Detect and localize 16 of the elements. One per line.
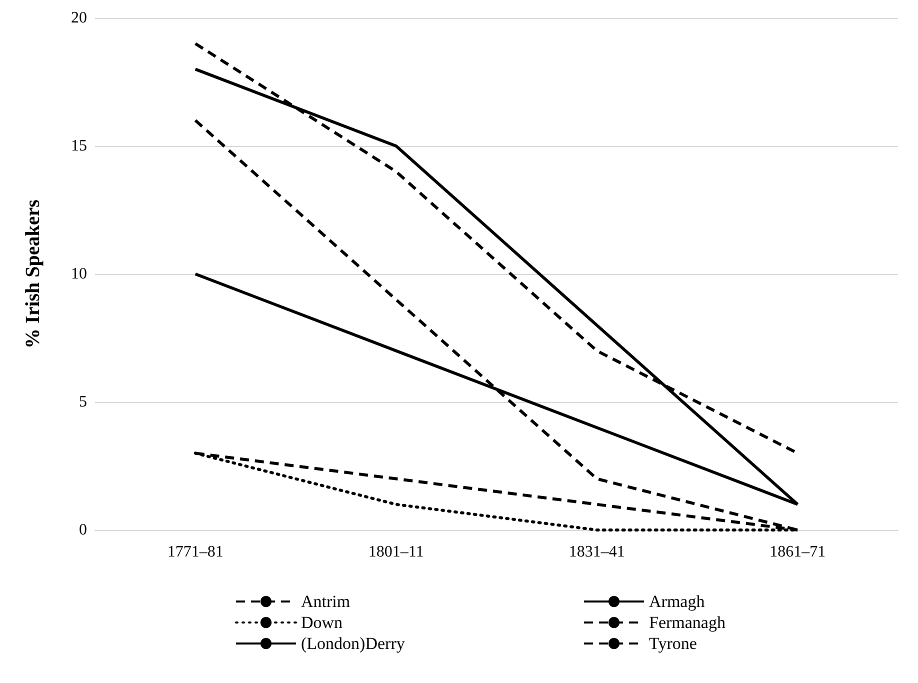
y-tick-label: 20 xyxy=(71,10,87,26)
y-axis-title: % Irish Speakers xyxy=(22,199,44,348)
legend-label: Fermanagh xyxy=(649,613,726,632)
legend-label: (London)Derry xyxy=(301,634,406,653)
y-tick-label: 15 xyxy=(71,138,87,154)
legend-label: Antrim xyxy=(301,592,350,611)
legend-label: Down xyxy=(301,613,344,632)
y-tick-label: 10 xyxy=(71,266,87,282)
x-tick-label: 1831–41 xyxy=(568,544,625,560)
y-tick-label: 0 xyxy=(79,522,87,538)
legend-label: Armagh xyxy=(649,592,706,611)
x-tick-label: 1771–81 xyxy=(167,544,224,560)
x-tick-label: 1801–11 xyxy=(368,544,424,560)
y-tick-label: 5 xyxy=(79,394,87,410)
legend-label: Tyrone xyxy=(649,634,697,653)
x-tick-label: 1861–71 xyxy=(770,544,826,560)
